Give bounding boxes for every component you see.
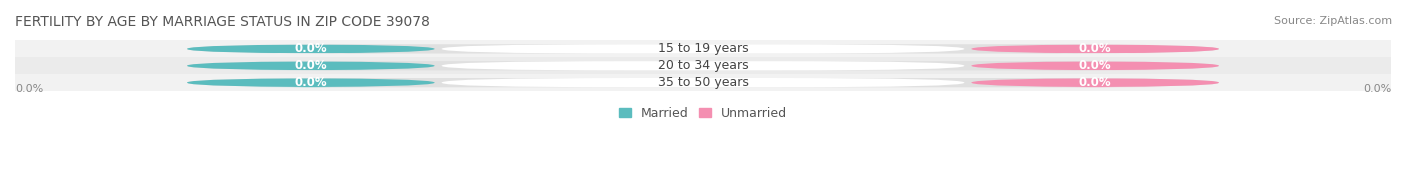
- FancyBboxPatch shape: [187, 61, 1219, 70]
- Text: 15 to 19 years: 15 to 19 years: [658, 42, 748, 55]
- Legend: Married, Unmarried: Married, Unmarried: [619, 107, 787, 120]
- FancyBboxPatch shape: [441, 61, 965, 70]
- Text: 35 to 50 years: 35 to 50 years: [658, 76, 748, 89]
- FancyBboxPatch shape: [187, 61, 434, 70]
- Text: 0.0%: 0.0%: [1362, 84, 1391, 94]
- Text: 0.0%: 0.0%: [294, 42, 328, 55]
- Text: 0.0%: 0.0%: [1078, 42, 1112, 55]
- FancyBboxPatch shape: [187, 78, 434, 87]
- Bar: [15, 41, 1391, 57]
- Bar: [15, 57, 1391, 74]
- FancyBboxPatch shape: [187, 44, 1219, 54]
- Text: 0.0%: 0.0%: [1078, 59, 1112, 72]
- FancyBboxPatch shape: [187, 78, 1219, 87]
- FancyBboxPatch shape: [441, 44, 965, 54]
- FancyBboxPatch shape: [972, 78, 1219, 87]
- FancyBboxPatch shape: [972, 61, 1219, 70]
- Text: 0.0%: 0.0%: [294, 76, 328, 89]
- Text: 20 to 34 years: 20 to 34 years: [658, 59, 748, 72]
- Text: 0.0%: 0.0%: [15, 84, 44, 94]
- Text: 0.0%: 0.0%: [1078, 76, 1112, 89]
- Text: FERTILITY BY AGE BY MARRIAGE STATUS IN ZIP CODE 39078: FERTILITY BY AGE BY MARRIAGE STATUS IN Z…: [15, 15, 430, 29]
- FancyBboxPatch shape: [441, 78, 965, 87]
- Text: 0.0%: 0.0%: [294, 59, 328, 72]
- FancyBboxPatch shape: [187, 44, 434, 54]
- Bar: [15, 74, 1391, 91]
- Text: Source: ZipAtlas.com: Source: ZipAtlas.com: [1274, 16, 1392, 26]
- FancyBboxPatch shape: [972, 44, 1219, 54]
